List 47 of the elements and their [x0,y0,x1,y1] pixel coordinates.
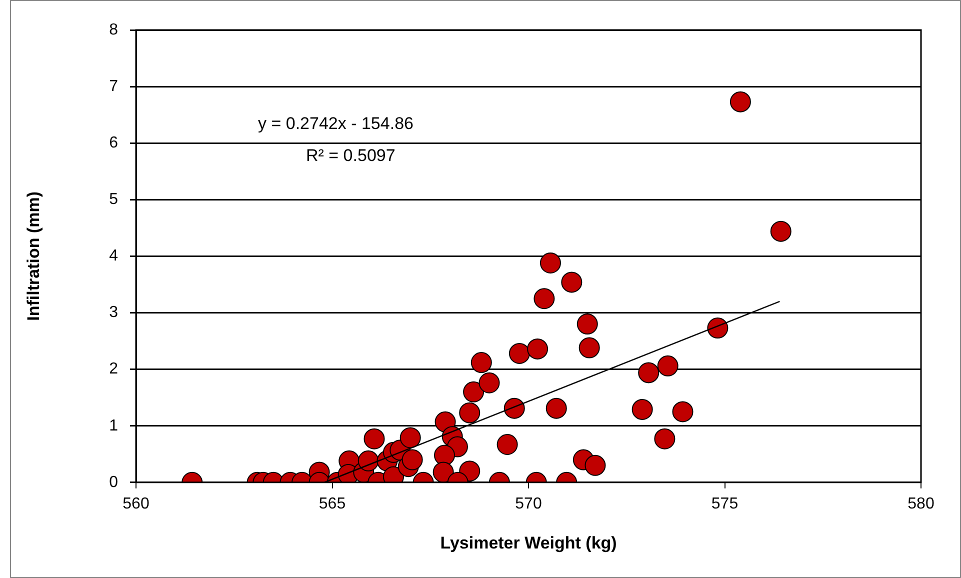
point [770,220,792,242]
x-axis-title: Lysimeter Weight (kg) [440,533,617,552]
y-tick-label: 7 [109,78,118,95]
y-tick-label: 5 [109,191,118,208]
point [527,338,548,360]
point [578,337,600,358]
point [638,362,660,384]
point [540,252,561,274]
y-tick-label: 0 [109,474,118,491]
y-tick-label: 2 [109,360,118,378]
point [534,288,555,310]
y-axis-title: Infiltration (mm) [24,192,43,321]
point [672,401,694,422]
point [463,381,484,402]
point [400,427,421,448]
point [707,318,728,339]
point [364,428,385,450]
point [654,428,676,450]
point [508,342,530,364]
y-tick-label: 1 [109,417,118,434]
annotation: y = 0.2742x - 154.86 [258,114,414,134]
point [470,352,492,374]
y-tick-label: 4 [109,248,118,265]
x-tick-label: 560 [122,495,150,512]
x-tick-label: 565 [318,495,346,512]
point [546,398,567,419]
point [730,91,751,112]
point [432,462,454,482]
y-tick-label: 6 [109,134,118,152]
point [632,398,653,420]
point [584,454,606,476]
point [434,444,456,466]
point [561,272,582,293]
point [496,434,518,456]
point [402,449,423,470]
annotation: R² = 0.5097 [306,146,396,166]
point [504,398,525,419]
x-tick-label: 575 [711,495,738,512]
point [358,450,379,472]
y-tick-label: 3 [109,304,118,322]
point [657,355,678,376]
point [478,372,500,394]
point [576,314,598,335]
point [459,402,480,424]
y-tick-label: 8 [109,21,118,38]
x-tick-label: 570 [515,495,542,512]
x-tick-label: 580 [908,495,934,512]
